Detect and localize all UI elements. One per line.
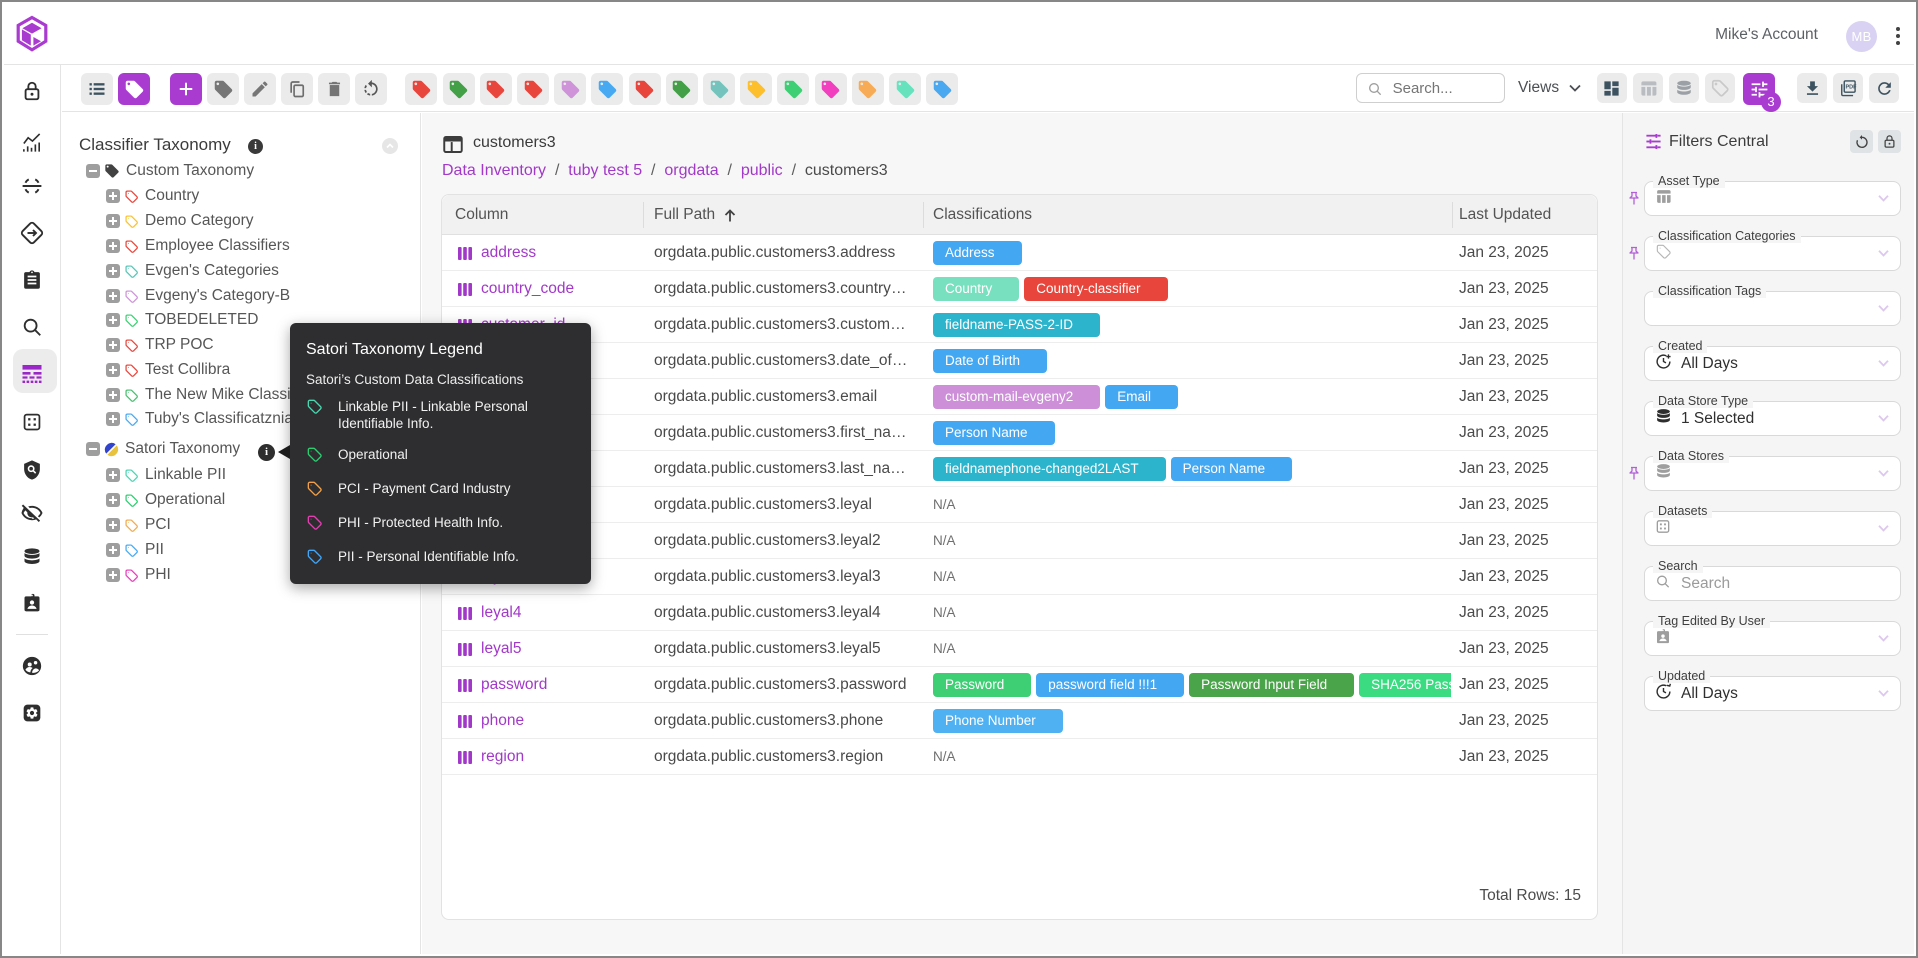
svg-text:PDF: PDF xyxy=(1846,85,1858,91)
